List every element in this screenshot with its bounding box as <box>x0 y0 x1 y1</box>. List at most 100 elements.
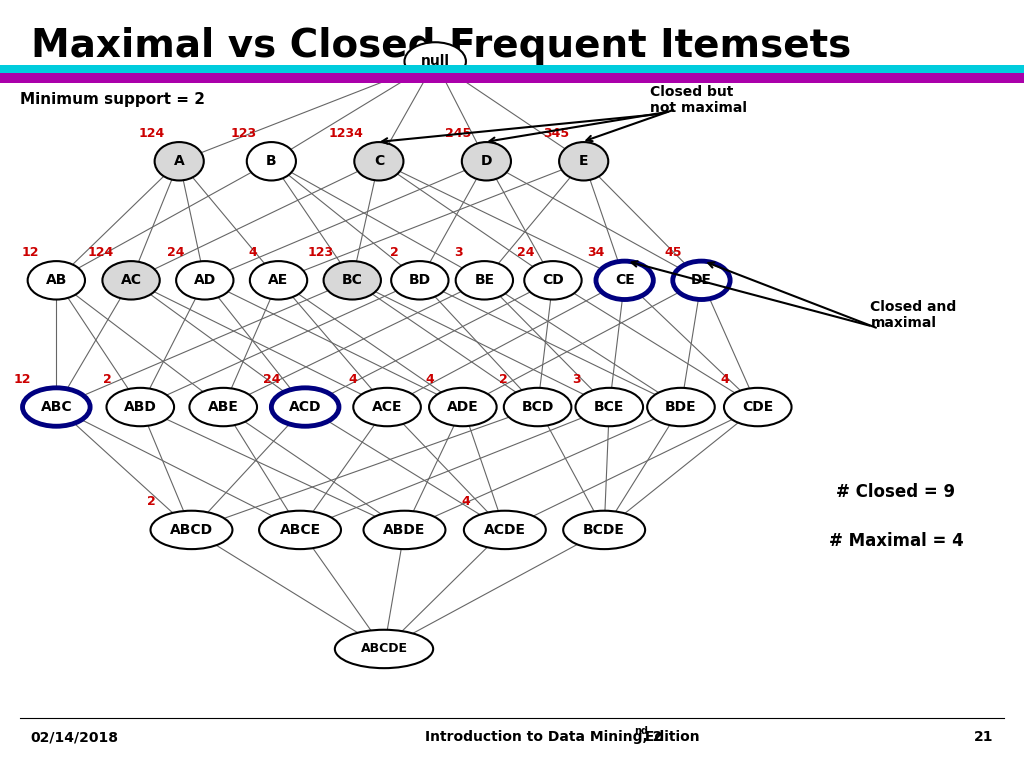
Ellipse shape <box>354 142 403 180</box>
Ellipse shape <box>271 388 339 426</box>
Ellipse shape <box>563 511 645 549</box>
Ellipse shape <box>673 261 730 300</box>
Ellipse shape <box>151 511 232 549</box>
Text: 12: 12 <box>13 372 32 386</box>
Ellipse shape <box>353 388 421 426</box>
Text: nd: nd <box>634 726 648 737</box>
Ellipse shape <box>404 42 466 81</box>
Ellipse shape <box>364 511 445 549</box>
Text: ABCD: ABCD <box>170 523 213 537</box>
Text: ABE: ABE <box>208 400 239 414</box>
Text: A: A <box>174 154 184 168</box>
Text: DE: DE <box>691 273 712 287</box>
Ellipse shape <box>724 388 792 426</box>
Text: AE: AE <box>268 273 289 287</box>
Text: AD: AD <box>194 273 216 287</box>
Text: 4: 4 <box>249 246 257 259</box>
Text: 245: 245 <box>444 127 471 140</box>
Text: 124: 124 <box>87 246 114 259</box>
Text: ABCE: ABCE <box>280 523 321 537</box>
Text: CDE: CDE <box>742 400 773 414</box>
Text: CD: CD <box>542 273 564 287</box>
Text: Introduction to Data Mining, 2: Introduction to Data Mining, 2 <box>425 730 663 744</box>
Ellipse shape <box>456 261 513 300</box>
Text: 2: 2 <box>103 372 112 386</box>
Ellipse shape <box>504 388 571 426</box>
Text: AB: AB <box>46 273 67 287</box>
Ellipse shape <box>559 142 608 180</box>
Text: B: B <box>266 154 276 168</box>
Ellipse shape <box>462 142 511 180</box>
Text: 345: 345 <box>543 127 569 140</box>
Ellipse shape <box>102 261 160 300</box>
Text: 2: 2 <box>390 246 398 259</box>
Text: Edition: Edition <box>640 730 699 744</box>
Text: ADE: ADE <box>446 400 479 414</box>
Ellipse shape <box>155 142 204 180</box>
Text: 34: 34 <box>588 246 604 259</box>
Text: AC: AC <box>121 273 141 287</box>
Ellipse shape <box>575 388 643 426</box>
Text: BCD: BCD <box>521 400 554 414</box>
Ellipse shape <box>176 261 233 300</box>
Text: 12: 12 <box>22 246 40 259</box>
Text: null: null <box>421 55 450 68</box>
Ellipse shape <box>464 511 546 549</box>
FancyBboxPatch shape <box>0 73 1024 83</box>
FancyBboxPatch shape <box>0 65 1024 73</box>
Text: ABDE: ABDE <box>383 523 426 537</box>
Ellipse shape <box>335 630 433 668</box>
Ellipse shape <box>259 511 341 549</box>
Text: 2: 2 <box>500 372 508 386</box>
Text: ABD: ABD <box>124 400 157 414</box>
Text: 4: 4 <box>349 372 357 386</box>
Text: ACE: ACE <box>372 400 402 414</box>
Ellipse shape <box>23 388 90 426</box>
Text: 24: 24 <box>516 246 535 259</box>
Text: Closed and
maximal: Closed and maximal <box>870 300 956 330</box>
Text: E: E <box>579 154 589 168</box>
Text: BCDE: BCDE <box>584 523 625 537</box>
Text: # Closed = 9: # Closed = 9 <box>837 482 955 501</box>
Text: CE: CE <box>614 273 635 287</box>
Text: ACD: ACD <box>289 400 322 414</box>
Text: BCE: BCE <box>594 400 625 414</box>
Ellipse shape <box>429 388 497 426</box>
Text: Closed but
not maximal: Closed but not maximal <box>650 84 748 115</box>
Text: ACDE: ACDE <box>483 523 526 537</box>
Ellipse shape <box>324 261 381 300</box>
Text: 124: 124 <box>138 127 165 140</box>
Text: 45: 45 <box>664 246 682 259</box>
Text: 123: 123 <box>307 246 334 259</box>
Text: 4: 4 <box>462 495 470 508</box>
Ellipse shape <box>596 261 653 300</box>
Ellipse shape <box>391 261 449 300</box>
Text: Minimum support = 2: Minimum support = 2 <box>20 92 206 108</box>
Text: 123: 123 <box>230 127 257 140</box>
Text: 4: 4 <box>721 372 729 386</box>
Text: BDE: BDE <box>666 400 696 414</box>
Ellipse shape <box>250 261 307 300</box>
Ellipse shape <box>189 388 257 426</box>
Text: ABC: ABC <box>41 400 72 414</box>
Text: ABCDE: ABCDE <box>360 643 408 655</box>
Text: 3: 3 <box>572 372 581 386</box>
Text: BD: BD <box>409 273 431 287</box>
Text: D: D <box>480 154 493 168</box>
Ellipse shape <box>247 142 296 180</box>
Text: C: C <box>374 154 384 168</box>
Text: # Maximal = 4: # Maximal = 4 <box>828 532 964 551</box>
Ellipse shape <box>647 388 715 426</box>
Text: BC: BC <box>342 273 362 287</box>
Text: 1234: 1234 <box>329 127 364 140</box>
Text: 2: 2 <box>147 495 156 508</box>
Text: 24: 24 <box>262 372 281 386</box>
Text: Maximal vs Closed Frequent Itemsets: Maximal vs Closed Frequent Itemsets <box>31 27 851 65</box>
Ellipse shape <box>106 388 174 426</box>
Text: 02/14/2018: 02/14/2018 <box>31 730 119 744</box>
Ellipse shape <box>524 261 582 300</box>
Text: 4: 4 <box>426 372 434 386</box>
Text: 24: 24 <box>167 246 185 259</box>
Text: BE: BE <box>474 273 495 287</box>
Ellipse shape <box>28 261 85 300</box>
